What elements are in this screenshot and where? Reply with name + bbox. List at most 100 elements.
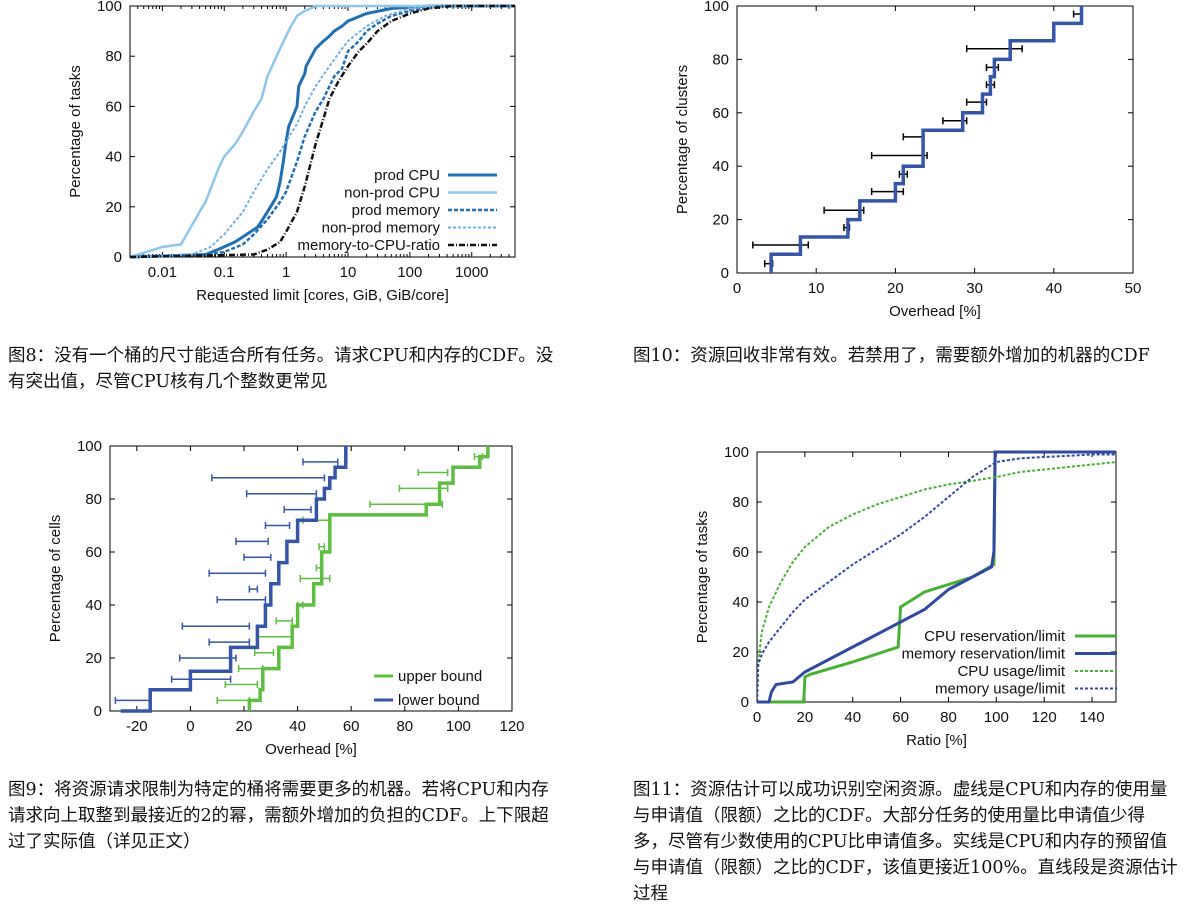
y-tick-label: 80 xyxy=(712,51,729,68)
y-tick-label: 80 xyxy=(105,48,122,65)
y-tick-label: 80 xyxy=(732,494,749,511)
y-axis-label: Percentage of tasks xyxy=(67,65,84,198)
fig8-caption: 图8：没有一个桶的尺寸能适合所有任务。请求CPU和内存的CDF。没有突出值，尽管… xyxy=(8,346,554,392)
y-tick-label: 60 xyxy=(732,544,749,561)
y-tick-label: 20 xyxy=(85,650,102,667)
x-tick-label: 40 xyxy=(1045,280,1062,297)
y-tick-label: 100 xyxy=(704,0,729,15)
fig10-svg: 0 20 40 60 80 100 0 10 20 30 40 50 Overhead [%] Perce… xyxy=(674,0,1142,320)
series-line-2 xyxy=(130,4,515,259)
x-tick-label: 60 xyxy=(343,718,360,735)
y-axis-label: Percentage of tasks xyxy=(694,511,711,644)
series-line-1 xyxy=(769,6,1084,273)
y-tick-label: 0 xyxy=(94,703,102,720)
x-tick-label: 0.1 xyxy=(214,264,235,281)
x-tick-label: 10 xyxy=(340,264,357,281)
y-tick-label: 100 xyxy=(97,0,122,15)
fig10-caption: 图10：资源回收非常有效。若禁用了，需要额外增加的机器的CDF xyxy=(633,346,1150,366)
series-line-2 xyxy=(120,446,348,713)
fig9-chart: 0 20 40 60 80 100 -20 0 20 40 60 80 100 120 Overhead [… xyxy=(0,435,560,765)
x-tick-label: 50 xyxy=(1125,280,1142,297)
fig11-caption: 图11：资源估计可以成功识别空闲资源。虚线是CPU和内存的使用量与申请值（限额）… xyxy=(633,780,1178,904)
x-tick-label: 80 xyxy=(396,718,413,735)
x-tick-label: 20 xyxy=(797,709,814,726)
series-line-3 xyxy=(757,461,1116,703)
x-axis-label: Ratio [%] xyxy=(906,732,967,749)
legend-label-2: lower bound xyxy=(398,692,480,709)
y-tick-label: 40 xyxy=(105,149,122,166)
plot-frame xyxy=(736,5,1134,274)
x-tick-label: 10 xyxy=(808,280,825,297)
x-tick-label: -20 xyxy=(126,718,148,735)
y-tick-label: 40 xyxy=(712,158,729,175)
series-line-1 xyxy=(130,4,515,259)
x-tick-label: 20 xyxy=(236,718,253,735)
fig8-chart: 0 20 40 60 80 100 0.01 0.1 1 10 100 1000 Requested l… xyxy=(0,0,560,320)
x-tick-label: 100 xyxy=(397,264,422,281)
x-tick-label: 0 xyxy=(753,709,761,726)
legend-label-2: non-prod CPU xyxy=(344,185,440,202)
legend-label-4: memory usage/limit xyxy=(935,681,1066,698)
x-axis-label: Overhead [%] xyxy=(265,741,357,758)
legend-label-1: prod CPU xyxy=(374,167,440,184)
fig11-svg: 0 20 40 60 80 100 0 20 40 60 80 100 120 140 Ratio [%] P… xyxy=(694,444,1117,749)
x-axis-label: Overhead [%] xyxy=(889,303,981,320)
y-axis-label: Percentage of cells xyxy=(47,515,64,643)
series-line-3 xyxy=(130,4,515,259)
x-tick-label: 1 xyxy=(282,264,290,281)
series-group xyxy=(130,4,515,259)
x-tick-label: 1000 xyxy=(455,264,488,281)
plot-frame xyxy=(109,445,513,712)
legend-label-3: prod memory xyxy=(352,202,441,219)
fig9-svg: 0 20 40 60 80 100 -20 0 20 40 60 80 100 120 Overhead [… xyxy=(47,438,525,758)
y-tick-label: 20 xyxy=(712,212,729,229)
x-tick-label: 60 xyxy=(892,709,909,726)
y-tick-label: 40 xyxy=(85,597,102,614)
x-tick-label: 0 xyxy=(186,718,194,735)
plot-frame xyxy=(756,451,1117,703)
y-tick-label: 100 xyxy=(77,438,102,455)
x-tick-label: 100 xyxy=(984,709,1009,726)
y-tick-label: 0 xyxy=(741,694,749,711)
x-tick-label: 120 xyxy=(1032,709,1057,726)
y-axis-label: Percentage of clusters xyxy=(674,65,691,214)
legend-label-3: CPU usage/limit xyxy=(957,663,1065,680)
series-line-1 xyxy=(247,446,490,711)
series-group xyxy=(752,6,1084,273)
legend-label-1: CPU reservation/limit xyxy=(924,628,1066,645)
legend-label-1: upper bound xyxy=(398,668,482,685)
series-line-4 xyxy=(130,5,515,258)
legend-label-5: memory-to-CPU-ratio xyxy=(297,237,440,254)
fig8-svg: 0 20 40 60 80 100 0.01 0.1 1 10 100 1000 Requested l… xyxy=(67,0,516,304)
fig9-caption: 图9：将资源请求限制为特定的桶将需要更多的机器。若将CPU和内存请求向上取整到最… xyxy=(8,780,549,852)
y-tick-label: 0 xyxy=(114,249,122,266)
x-tick-label: 0 xyxy=(733,280,741,297)
x-axis-label: Requested limit [cores, GiB, GiB/core] xyxy=(196,287,449,304)
y-tick-label: 80 xyxy=(85,491,102,508)
x-tick-label: 80 xyxy=(940,709,957,726)
y-tick-label: 60 xyxy=(712,105,729,122)
series-line-4 xyxy=(757,453,1116,703)
series-line-5 xyxy=(130,4,515,259)
legend-label-2: memory reservation/limit xyxy=(902,646,1066,663)
x-tick-label: 30 xyxy=(966,280,983,297)
y-tick-label: 40 xyxy=(732,594,749,611)
y-tick-label: 100 xyxy=(724,444,749,461)
series-group xyxy=(757,450,1116,704)
x-tick-label: 40 xyxy=(844,709,861,726)
x-tick-label: 140 xyxy=(1080,709,1105,726)
fig11-chart: 0 20 40 60 80 100 0 20 40 60 80 100 120 140 Ratio [%] P… xyxy=(625,435,1185,765)
fig10-chart: 0 20 40 60 80 100 0 10 20 30 40 50 Overhead [%] Perce… xyxy=(625,0,1185,320)
y-tick-label: 0 xyxy=(721,265,729,282)
x-tick-label: 100 xyxy=(446,718,471,735)
x-tick-label: 120 xyxy=(499,718,524,735)
x-tick-label: 0.01 xyxy=(148,264,177,281)
series-group xyxy=(114,446,490,713)
y-tick-label: 20 xyxy=(105,199,122,216)
y-tick-label: 60 xyxy=(105,98,122,115)
y-tick-label: 60 xyxy=(85,544,102,561)
x-tick-label: 40 xyxy=(289,718,306,735)
x-tick-label: 20 xyxy=(887,280,904,297)
legend-label-4: non-prod memory xyxy=(322,220,441,237)
y-tick-label: 20 xyxy=(732,644,749,661)
